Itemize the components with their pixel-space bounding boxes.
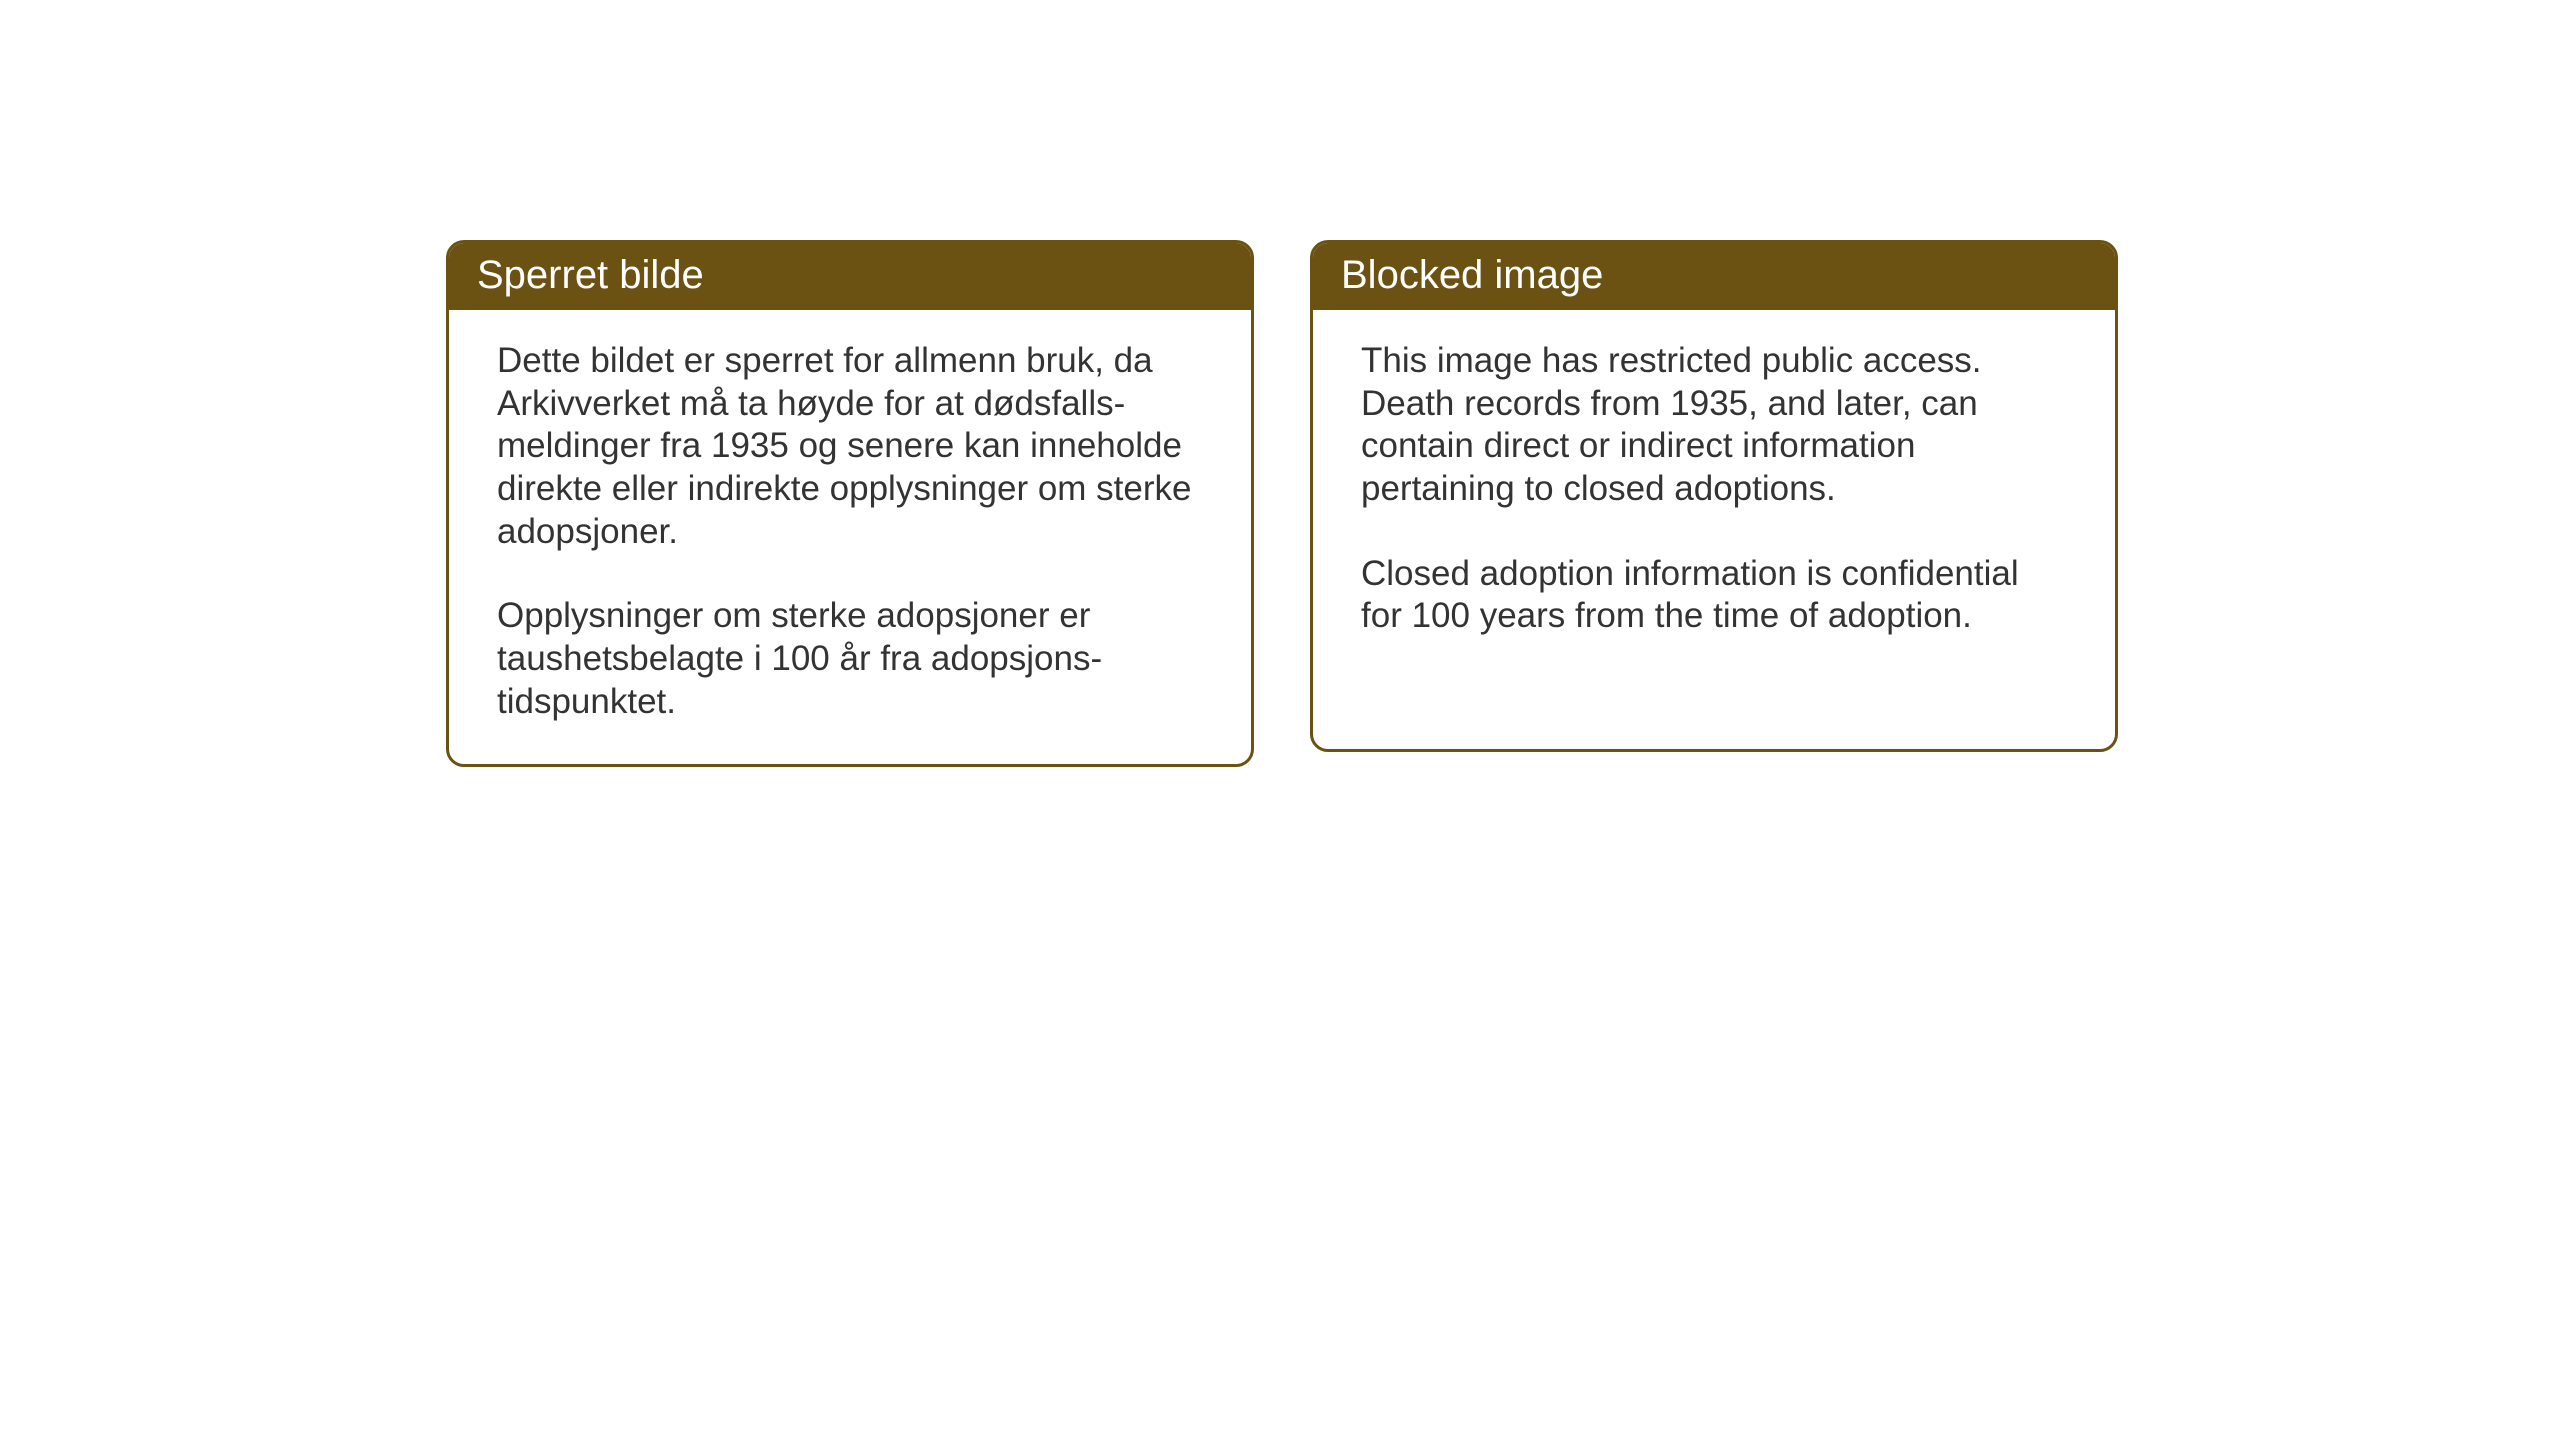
card-title-norwegian: Sperret bilde (477, 253, 704, 297)
cards-container: Sperret bilde Dette bildet er sperret fo… (446, 240, 2118, 767)
card-body-norwegian: Dette bildet er sperret for allmenn bruk… (449, 310, 1251, 764)
card-body-english: This image has restricted public access.… (1313, 310, 2115, 678)
card-title-english: Blocked image (1341, 253, 1603, 297)
card-header-english: Blocked image (1313, 243, 2115, 310)
card-header-norwegian: Sperret bilde (449, 243, 1251, 310)
card-norwegian: Sperret bilde Dette bildet er sperret fo… (446, 240, 1254, 767)
paragraph-2-english: Closed adoption information is confident… (1361, 553, 2067, 638)
paragraph-1-english: This image has restricted public access.… (1361, 340, 2067, 511)
paragraph-2-norwegian: Opplysninger om sterke adopsjoner er tau… (497, 595, 1203, 723)
card-english: Blocked image This image has restricted … (1310, 240, 2118, 752)
paragraph-1-norwegian: Dette bildet er sperret for allmenn bruk… (497, 340, 1203, 553)
